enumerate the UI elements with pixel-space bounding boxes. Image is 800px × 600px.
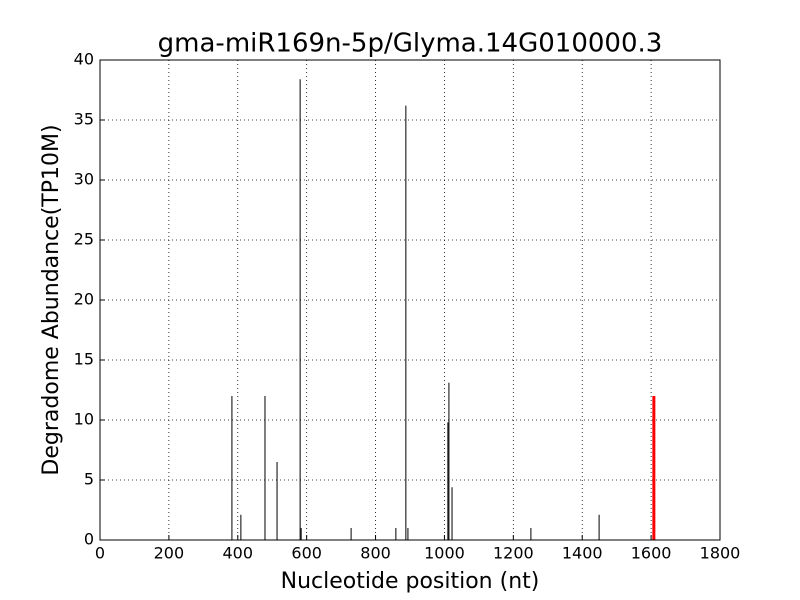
x-tick-label: 0 [95,544,105,563]
y-tick-label: 35 [74,110,94,129]
x-axis-label: Nucleotide position (nt) [281,569,540,594]
x-tick-label: 1200 [493,544,534,563]
y-tick-label: 0 [84,530,94,549]
y-tick-label: 30 [74,170,94,189]
y-tick-label: 20 [74,290,94,309]
y-axis-label: Degradome Abundance(TP10M) [39,124,64,475]
chart-title: gma-miR169n-5p/Glyma.14G010000.3 [158,29,663,59]
y-tick-label: 15 [74,350,94,369]
y-tick-label: 25 [74,230,94,249]
x-tick-label: 1000 [424,544,465,563]
y-tick-label: 5 [84,470,94,489]
x-tick-label: 1600 [631,544,672,563]
y-tick-label: 40 [74,50,94,69]
y-tick-label: 10 [74,410,94,429]
x-tick-label: 1800 [700,544,741,563]
x-tick-label: 600 [291,544,322,563]
plot-frame [99,59,721,541]
x-tick-label: 1400 [562,544,603,563]
x-tick-label: 800 [360,544,391,563]
x-tick-label: 400 [223,544,254,563]
x-tick-label: 200 [154,544,185,563]
